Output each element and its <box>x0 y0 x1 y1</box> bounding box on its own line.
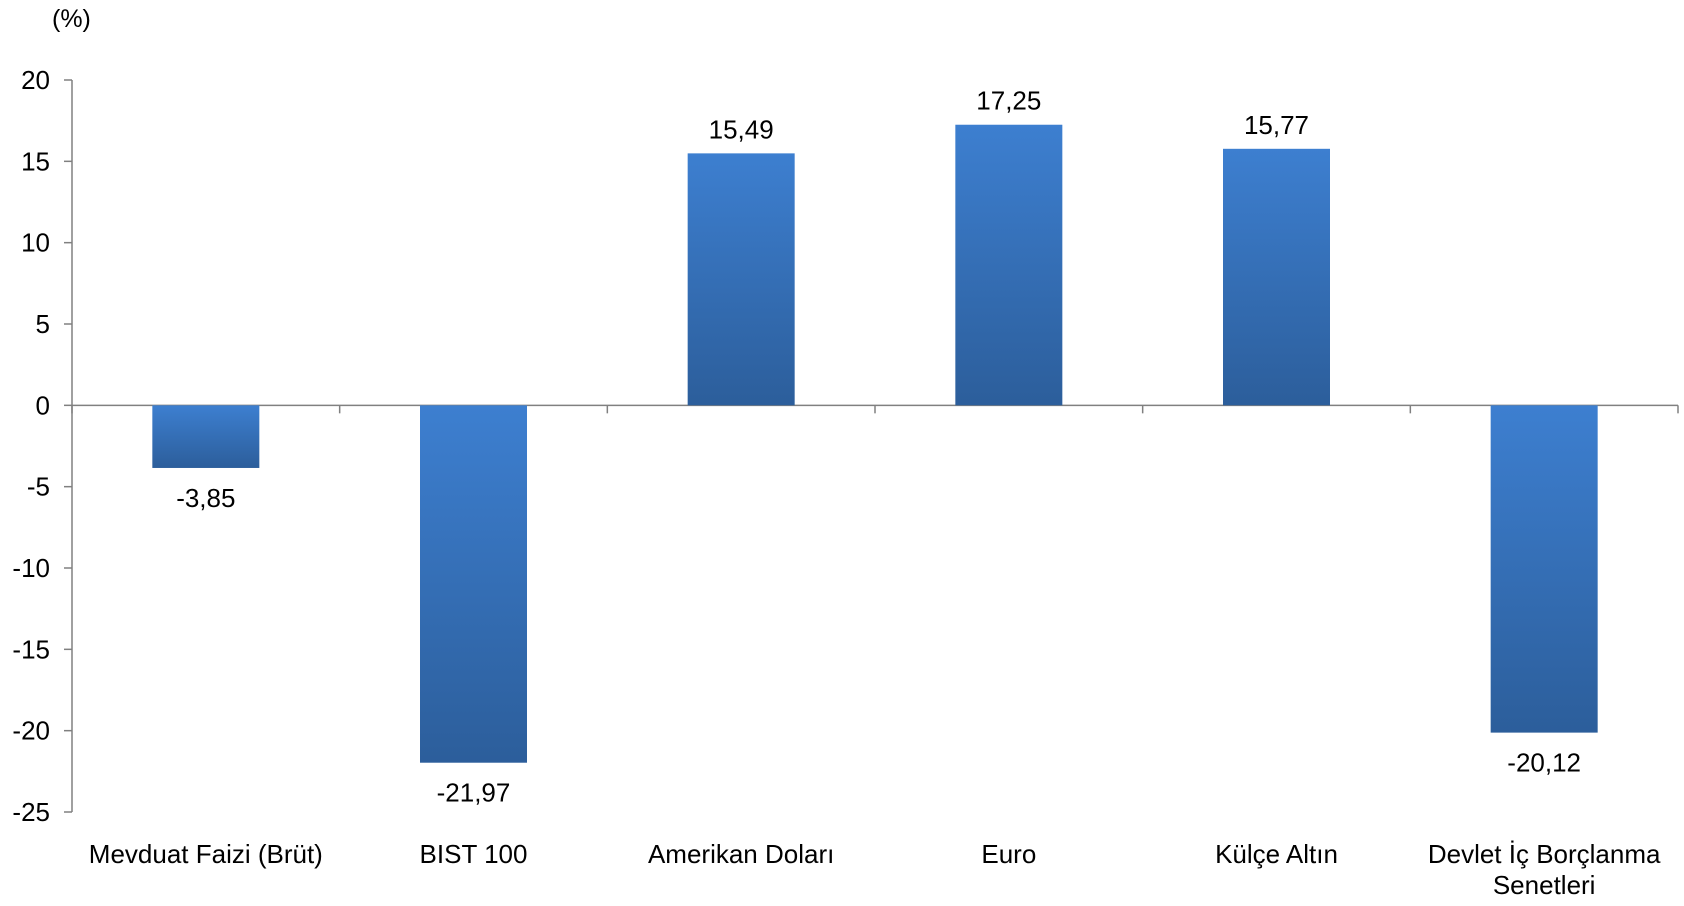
x-category-label-line: Mevduat Faizi (Brüt) <box>89 839 323 869</box>
data-label: -21,97 <box>437 778 511 808</box>
y-tick-label: 0 <box>36 390 50 420</box>
data-label: 15,49 <box>709 114 774 144</box>
bar <box>152 405 260 468</box>
x-category-label: Amerikan Doları <box>648 839 834 869</box>
x-category-label: Mevduat Faizi (Brüt) <box>89 839 323 869</box>
y-tick-label: 15 <box>21 146 50 176</box>
x-category-label-line: Amerikan Doları <box>648 839 834 869</box>
bars <box>152 124 1598 763</box>
x-category-label-line: Devlet İç Borçlanma <box>1428 839 1661 869</box>
x-category-label-line: Külçe Altın <box>1215 839 1338 869</box>
data-label: -3,85 <box>176 483 235 513</box>
bar <box>1223 148 1330 406</box>
axes: 20 15 10 5 0 -5 -10 -15 -20 -25 <box>12 65 1679 827</box>
y-tick-label: 10 <box>21 228 50 258</box>
y-tick-label: -5 <box>27 472 50 502</box>
bar <box>1490 405 1598 733</box>
y-tick-label: 5 <box>36 309 50 339</box>
y-tick-label: -10 <box>12 553 50 583</box>
labels: -3,85 Mevduat Faizi (Brüt) -21,97 BIST 100 1… <box>89 86 1661 900</box>
bar <box>420 405 527 763</box>
bar <box>687 153 795 406</box>
x-category-label-line: Euro <box>981 839 1036 869</box>
data-label: 17,25 <box>976 86 1041 116</box>
y-tick-label: -20 <box>12 716 50 746</box>
x-category-label-line: Senetleri <box>1493 870 1596 900</box>
x-category-label: BIST 100 <box>420 839 528 869</box>
data-label: -20,12 <box>1507 748 1581 778</box>
unit-label: (%) <box>52 5 91 33</box>
data-label: 15,77 <box>1244 110 1309 140</box>
y-tick-label: -25 <box>12 797 50 827</box>
x-category-label: Külçe Altın <box>1215 839 1338 869</box>
y-tick-label: -15 <box>12 634 50 664</box>
x-category-label: Euro <box>981 839 1036 869</box>
bar <box>955 124 1063 406</box>
x-category-label-line: BIST 100 <box>420 839 528 869</box>
y-tick-label: 20 <box>21 65 50 95</box>
x-category-label: Devlet İç Borçlanma Senetleri <box>1428 839 1661 900</box>
